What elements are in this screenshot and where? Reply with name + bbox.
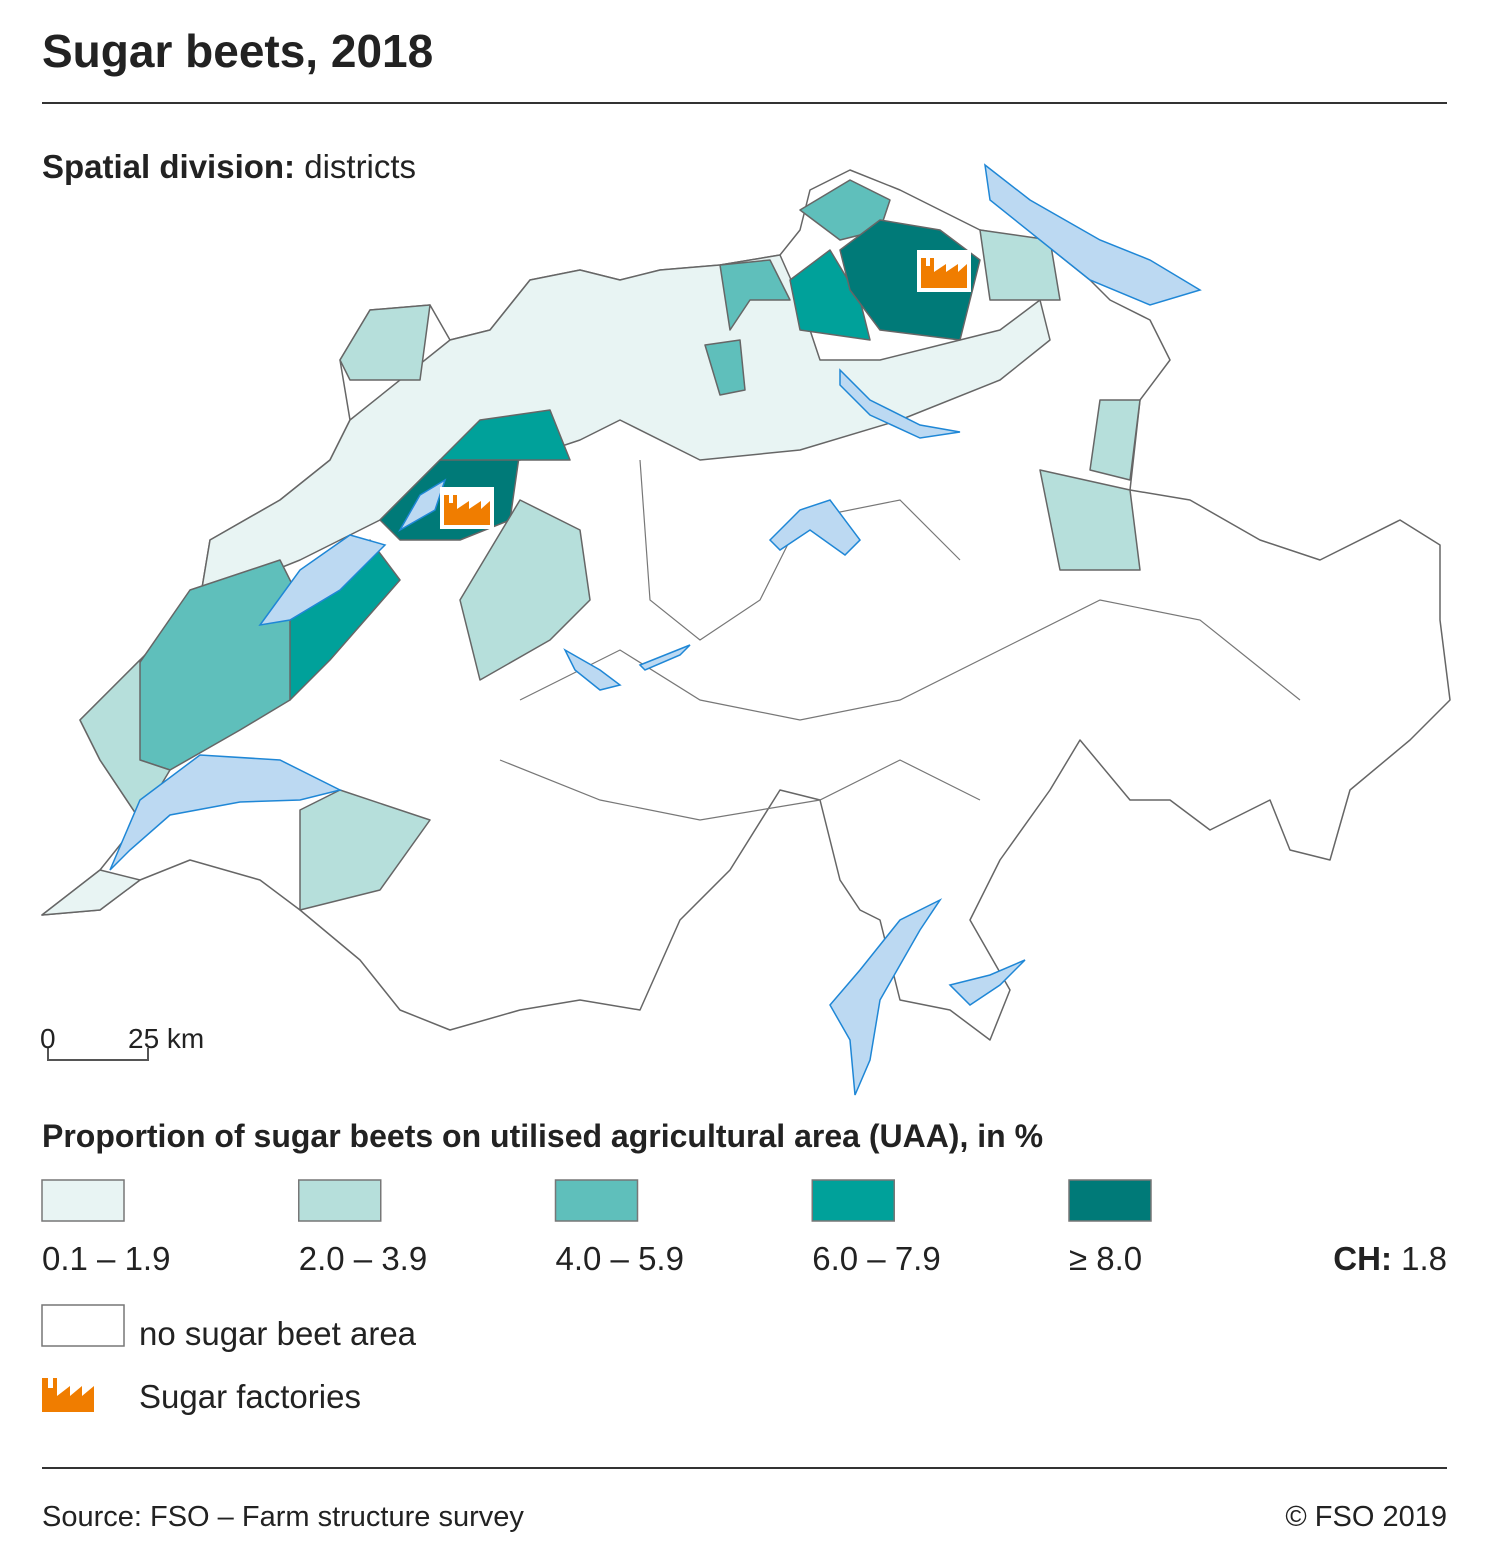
district [789,249,871,341]
lake [109,754,343,871]
factory-legend-icon [42,1378,94,1412]
subtitle-label: Spatial division: [42,148,295,185]
district-border [639,459,961,641]
subtitle: Spatial division: districts [42,148,416,185]
factory-label: Sugar factories [139,1378,361,1415]
legend-label: 2.0 – 3.9 [299,1240,427,1277]
district [459,499,591,681]
legend-swatch [1068,1179,1152,1222]
legend-swatch [554,1179,639,1222]
district [299,789,431,911]
lake [397,478,447,533]
lake [829,898,943,1096]
scale-bar: 0 25 km [40,1023,204,1061]
scale-line [47,1048,149,1061]
district [41,869,141,916]
sugar-factory [917,250,971,292]
copyright: © FSO 2019 [1285,1501,1447,1533]
district [439,409,571,461]
map: 0 25 km [40,163,1451,1096]
legend-swatch [41,1179,125,1222]
district [79,659,171,821]
district [339,304,431,381]
scale-end: 25 km [128,1023,204,1054]
total-label: CH: [1333,1240,1392,1277]
factory-icon [444,495,490,525]
district [799,179,891,241]
legend-title: Proportion of sugar beets on utilised ag… [42,1118,1043,1154]
total-value: 1.8 [1401,1240,1447,1277]
district [704,339,746,396]
lake [948,959,1026,1006]
country-total: CH: 1.8 [1333,1240,1447,1277]
title: Sugar beets, 2018 [42,25,433,77]
lake [258,534,387,627]
lake [839,368,961,439]
district [1039,469,1141,571]
lake [638,644,691,671]
legend-label: 0.1 – 1.9 [42,1240,170,1277]
district [1089,399,1141,481]
source: Source: FSO – Farm structure survey [42,1501,524,1533]
no-data-label: no sugar beet area [139,1315,417,1352]
legend-swatch [298,1179,382,1222]
lake [563,648,622,691]
subtitle-value: districts [304,148,416,185]
scale-start: 0 [40,1023,56,1054]
legend-label: 6.0 – 7.9 [812,1240,940,1277]
legend-swatch [811,1179,895,1222]
district [719,259,791,331]
district-border [499,759,981,821]
district [979,229,1061,301]
legend-label: ≥ 8.0 [1069,1240,1142,1277]
sugar-factory [440,487,494,529]
no-data-swatch [41,1304,125,1347]
lake [768,499,861,556]
lake [983,163,1202,306]
legend: 0.1 – 1.9 2.0 – 3.9 4.0 – 5.9 6.0 – 7.9 ≥ 8.… [41,1179,1152,1277]
factory-icon [921,258,967,288]
legend-label: 4.0 – 5.9 [556,1240,684,1277]
